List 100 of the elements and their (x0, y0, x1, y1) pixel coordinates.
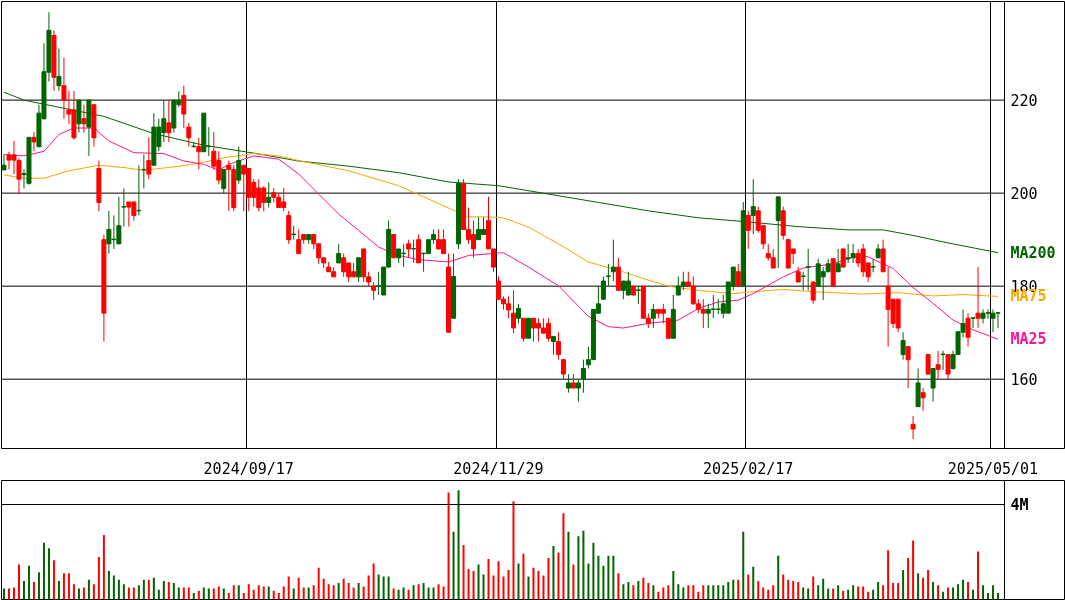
bar (187, 587, 190, 600)
candlestick (905, 346, 911, 389)
candlestick (266, 181, 272, 209)
bar (982, 585, 985, 600)
bar (542, 575, 545, 600)
bar (27, 565, 30, 600)
y-tick-label: 160 (1010, 371, 1038, 390)
x-tick-label: 2025/05/01 (947, 459, 1039, 478)
candlestick (371, 281, 377, 301)
bar (257, 585, 260, 600)
candlestick (770, 248, 776, 269)
candlestick (975, 266, 981, 329)
candlestick (735, 263, 741, 287)
bar (3, 588, 5, 600)
bar (762, 587, 765, 600)
bar (602, 565, 605, 600)
candlestick (840, 248, 846, 269)
x-tick-label: 2024/11/29 (453, 459, 544, 478)
candlestick (296, 228, 302, 255)
bar (112, 575, 115, 600)
bar (562, 513, 565, 600)
candlestick (525, 317, 531, 339)
bar (957, 584, 960, 600)
bar (357, 583, 360, 600)
candlestick (411, 239, 417, 264)
bar (952, 587, 955, 600)
bar (987, 592, 990, 600)
bar (582, 530, 585, 600)
bar (452, 531, 455, 600)
candlestick (615, 257, 621, 291)
candlestick (610, 239, 616, 282)
bar (772, 585, 775, 600)
bar (552, 546, 555, 600)
candlestick (565, 373, 571, 394)
bar (117, 579, 120, 600)
bar (207, 588, 210, 600)
candlestick (356, 257, 362, 283)
bar (367, 575, 370, 600)
candlestick (226, 160, 232, 212)
candlestick (980, 308, 986, 324)
candlestick (940, 350, 946, 371)
bar (277, 592, 280, 600)
bar (197, 590, 200, 600)
bar (107, 571, 110, 600)
candlestick (915, 368, 921, 408)
bar (942, 591, 945, 600)
bar (307, 587, 310, 600)
bar (947, 587, 950, 600)
candlestick (910, 415, 916, 440)
bar (52, 560, 55, 600)
bar (972, 589, 975, 600)
candlestick (810, 281, 816, 305)
candlestick (391, 234, 397, 259)
candlestick (605, 263, 611, 287)
candlestick (520, 317, 526, 343)
candlestick (196, 137, 202, 170)
bar (887, 550, 890, 600)
bar (252, 589, 255, 600)
bar (402, 587, 405, 600)
candlestick (56, 47, 62, 92)
bar (152, 577, 155, 600)
bar (42, 542, 45, 600)
y-tick-label: 200 (1010, 185, 1038, 204)
bar (212, 588, 215, 600)
bar (192, 592, 195, 600)
bar (712, 585, 715, 600)
bar (62, 573, 65, 600)
candlestick (660, 303, 666, 324)
ref-line-label: 4M (1010, 495, 1029, 514)
bar (82, 587, 85, 600)
x-tick-label: 2025/02/17 (703, 459, 794, 478)
bar (332, 585, 335, 600)
candlestick (136, 164, 142, 216)
candlestick (920, 387, 926, 412)
bar (287, 576, 290, 600)
bar (882, 585, 885, 600)
bar (782, 574, 785, 600)
candlestick (555, 331, 561, 361)
bar (867, 591, 870, 600)
x-tick-label: 2024/09/17 (203, 459, 294, 478)
bar (17, 564, 20, 600)
candlestick (800, 271, 806, 291)
candlestick (580, 359, 586, 394)
bar (32, 582, 35, 600)
candlestick (550, 335, 556, 356)
candlestick (510, 289, 516, 334)
bar (612, 555, 615, 600)
bar (127, 587, 130, 600)
bar (422, 583, 425, 600)
bar (147, 579, 150, 600)
candlestick (241, 164, 247, 212)
bar (142, 579, 145, 600)
bar (22, 580, 25, 600)
bar (702, 585, 705, 600)
bar (532, 567, 535, 600)
bar (322, 578, 325, 600)
bar (182, 587, 185, 600)
candlestick (31, 131, 37, 152)
candlestick (341, 253, 347, 278)
bar (652, 585, 655, 600)
